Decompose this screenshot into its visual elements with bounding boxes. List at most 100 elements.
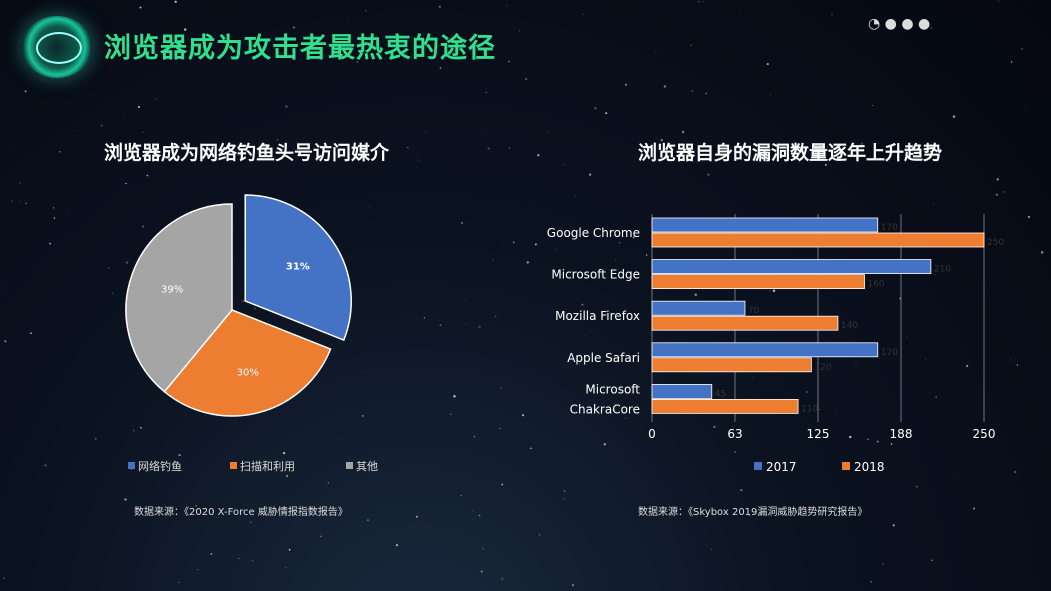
star [254, 307, 256, 310]
star [824, 163, 827, 166]
legend-swatch [230, 462, 237, 469]
star [259, 445, 260, 447]
legend-label: 2018 [854, 460, 885, 474]
star [572, 584, 574, 586]
star [362, 415, 364, 417]
star [892, 524, 895, 527]
star [460, 494, 462, 497]
star [482, 547, 485, 550]
star [118, 193, 119, 195]
star [485, 91, 488, 94]
star [473, 436, 475, 438]
star [439, 324, 442, 327]
bar-data-label: 160 [867, 280, 884, 290]
star [407, 146, 409, 149]
star [29, 332, 32, 335]
star [810, 434, 813, 437]
star [132, 429, 135, 432]
bar-data-label: 110 [801, 404, 818, 414]
bar-data-label: 170 [881, 348, 898, 358]
star [966, 364, 969, 368]
star [487, 147, 490, 150]
star [655, 50, 657, 52]
star [867, 438, 869, 440]
star [663, 85, 667, 88]
y-category-label: Mozilla Firefox [555, 309, 640, 323]
bar-data-label: 120 [814, 363, 831, 373]
star [524, 77, 528, 81]
star [177, 21, 178, 23]
star [44, 464, 47, 467]
star [19, 182, 22, 184]
star [996, 178, 999, 181]
star [362, 372, 364, 373]
star [694, 293, 697, 296]
legend-label: 扫描和利用 [240, 459, 295, 473]
star [0, 287, 1, 289]
star [693, 513, 695, 515]
pie-data-label: 39% [161, 284, 183, 295]
star [933, 203, 935, 205]
star [174, 0, 177, 3]
star [480, 570, 483, 573]
legend-label: 网络钓鱼 [138, 459, 182, 473]
star [74, 130, 76, 132]
star [547, 131, 549, 133]
star [681, 130, 685, 134]
star [506, 5, 508, 6]
star [155, 98, 157, 100]
star [563, 164, 565, 166]
star [1028, 2, 1030, 4]
star [53, 217, 56, 219]
star [1003, 191, 1005, 193]
star [85, 84, 87, 86]
star [94, 437, 97, 440]
star [931, 559, 933, 561]
star [939, 335, 940, 337]
star [554, 557, 556, 558]
star [690, 516, 692, 517]
star [1013, 470, 1017, 474]
star [177, 469, 180, 472]
star [925, 76, 927, 77]
star [698, 1, 700, 3]
star [882, 563, 884, 565]
star [769, 290, 771, 292]
star [111, 292, 114, 295]
star [508, 60, 510, 63]
star [529, 447, 532, 450]
star [641, 226, 642, 228]
pie-slice [125, 203, 233, 393]
star [615, 389, 618, 392]
star [538, 533, 541, 537]
star [605, 112, 608, 115]
star [690, 44, 692, 47]
bar-chart-title: 浏览器自身的漏洞数量逐年上升趋势 [638, 142, 943, 164]
star [439, 67, 442, 69]
pie-data-label: 31% [286, 261, 310, 272]
star [356, 60, 359, 63]
bar-2017 [651, 300, 746, 316]
star [461, 43, 464, 46]
star [702, 1, 704, 3]
star [478, 514, 481, 517]
star [365, 10, 367, 12]
star [632, 236, 635, 239]
star [772, 289, 776, 292]
star [749, 514, 751, 516]
star [142, 131, 144, 133]
star [876, 440, 879, 443]
star [378, 147, 380, 149]
star [424, 131, 427, 133]
star [582, 13, 584, 15]
star [740, 8, 741, 9]
star [512, 241, 515, 244]
star [515, 331, 516, 332]
star [1040, 251, 1044, 254]
star [691, 90, 694, 93]
star [252, 560, 254, 562]
star [49, 242, 52, 245]
star [453, 395, 456, 398]
star [4, 340, 7, 343]
y-category-label: Microsoft Edge [551, 268, 640, 282]
